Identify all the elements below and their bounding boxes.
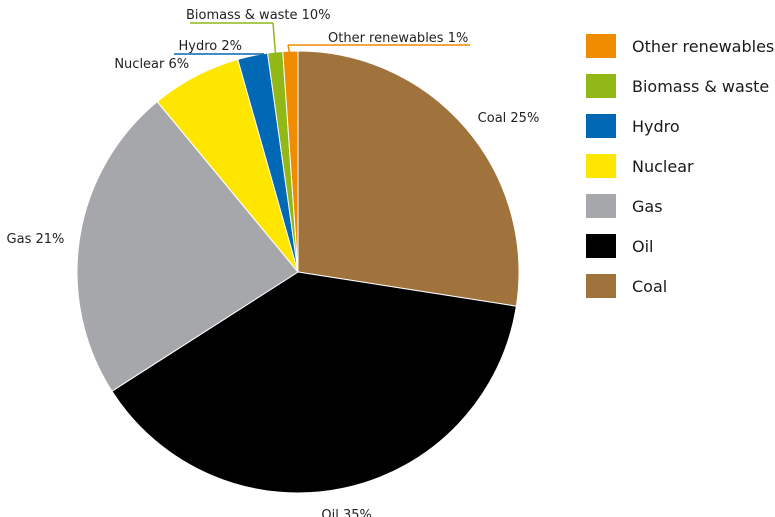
legend-item-gas: Gas — [586, 194, 774, 218]
pie-slice-coal — [297, 50, 520, 307]
slice-label-coal: Coal 25% — [478, 111, 540, 126]
legend-label-other-renewables: Other renewables — [632, 36, 775, 56]
pie-slice-oil — [111, 271, 517, 494]
slice-label-gas: Gas 21% — [7, 232, 65, 247]
pie-labels: Coal 25% Oil 35% Gas 21% Nuclear 6% Hydro 2%… — [7, 8, 540, 517]
legend-item-coal: Coal — [586, 274, 774, 298]
legend-label-biomass-waste: Biomass & waste — [632, 76, 770, 96]
legend-item-oil: Oil — [586, 234, 774, 258]
leader-tick-biomass-waste — [272, 22, 277, 61]
pie-slices — [76, 50, 520, 494]
legend-swatch-gas — [586, 194, 616, 218]
pie-slice-gas — [76, 100, 299, 392]
legend-label-coal: Coal — [632, 276, 668, 296]
legend-label-nuclear: Nuclear — [632, 156, 694, 176]
legend-swatch-coal — [586, 274, 616, 298]
legend-swatch-biomass-waste — [586, 74, 616, 98]
slice-label-nuclear: Nuclear 6% — [114, 57, 189, 72]
legend-swatch-nuclear — [586, 154, 616, 178]
legend-label-hydro: Hydro — [632, 116, 680, 136]
leader-tick-hydro — [253, 53, 265, 65]
legend-item-biomass-waste: Biomass & waste — [586, 74, 774, 98]
legend-label-oil: Oil — [632, 236, 654, 256]
slice-label-hydro: Hydro 2% — [179, 39, 243, 54]
legend-label-gas: Gas — [632, 196, 663, 216]
legend-swatch-hydro — [586, 114, 616, 138]
legend: Other renewables Biomass & waste Hydro N… — [586, 34, 774, 314]
legend-swatch-oil — [586, 234, 616, 258]
legend-item-hydro: Hydro — [586, 114, 774, 138]
pie-slice-other-renewables — [282, 50, 299, 273]
legend-item-other-renewables: Other renewables — [586, 34, 774, 58]
legend-swatch-other-renewables — [586, 34, 616, 58]
slice-label-other-renewables: Other renewables 1% — [328, 31, 468, 46]
slice-label-biomass-waste: Biomass & waste 10% — [186, 8, 331, 23]
legend-item-nuclear: Nuclear — [586, 154, 774, 178]
leader-tick-other-renewables — [287, 44, 292, 60]
slice-label-oil: Oil 35% — [321, 508, 371, 517]
